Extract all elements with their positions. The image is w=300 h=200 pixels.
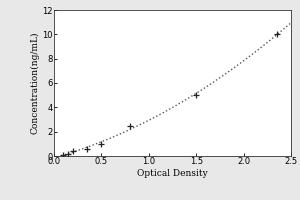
X-axis label: Optical Density: Optical Density — [137, 169, 208, 178]
Y-axis label: Concentration(ng/mL): Concentration(ng/mL) — [30, 32, 39, 134]
